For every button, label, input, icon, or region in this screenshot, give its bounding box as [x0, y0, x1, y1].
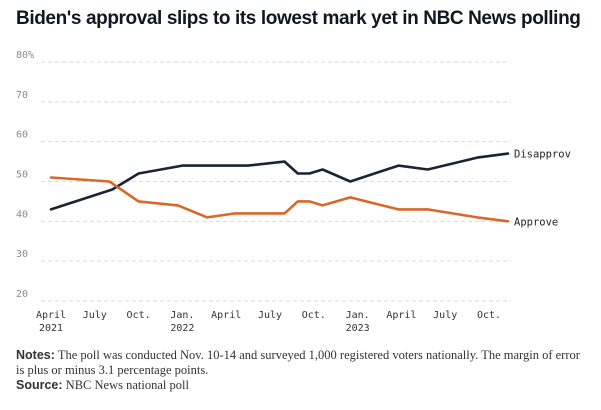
series-line-disapprove — [49, 152, 510, 211]
x-tick-year: 2022 — [170, 323, 194, 334]
notes-text: The poll was conducted Nov. 10-14 and su… — [16, 348, 580, 377]
line-chart: 80% 70 60 50 40 30 20 April 2021 July Oct. Jan. 202… — [16, 50, 571, 334]
source-text: NBC News national poll — [65, 378, 189, 392]
x-tick-label: April — [386, 310, 416, 321]
source: Source: NBC News national poll — [16, 378, 586, 393]
x-tick-label: April — [211, 310, 241, 321]
y-tick-label: 20 — [16, 289, 28, 300]
y-tick-label: 50 — [16, 170, 28, 181]
chart-title: Biden's approval slips to its lowest mar… — [16, 8, 581, 29]
y-tick-label: 30 — [16, 249, 28, 260]
x-tick-label: Jan. — [346, 310, 370, 321]
y-tick-label: 40 — [16, 209, 28, 220]
x-tick-label: Oct. — [302, 310, 326, 321]
source-label: Source: — [16, 378, 63, 392]
x-tick-label: July — [258, 310, 282, 321]
x-tick-label: Oct. — [127, 310, 151, 321]
x-tick-label: Oct. — [477, 310, 501, 321]
y-axis: 80% 70 60 50 40 30 20 — [16, 50, 34, 300]
chart-footer: Notes: The poll was conducted Nov. 10-14… — [16, 348, 586, 393]
x-tick-label: July — [83, 310, 107, 321]
series-line-approve — [49, 176, 510, 223]
series-label-approve: Approve — [514, 216, 558, 228]
x-tick-label: July — [433, 310, 457, 321]
x-tick-label: April — [36, 310, 66, 321]
notes-label: Notes: — [16, 348, 55, 362]
y-tick-label: 60 — [16, 130, 28, 141]
y-tick-label: 80% — [16, 50, 34, 61]
gridlines — [41, 61, 511, 302]
series-label-disapprove: Disapprov — [514, 149, 571, 161]
notes: Notes: The poll was conducted Nov. 10-14… — [16, 348, 586, 378]
x-tick-label: Jan. — [170, 310, 194, 321]
x-axis: April 2021 July Oct. Jan. 2022 April July Oct. Ja… — [36, 310, 501, 334]
y-tick-label: 70 — [16, 90, 28, 101]
series-labels: Disapprov Approve — [514, 149, 571, 229]
x-tick-year: 2023 — [346, 323, 370, 334]
x-tick-year: 2021 — [39, 323, 63, 334]
series-lines — [49, 152, 510, 223]
